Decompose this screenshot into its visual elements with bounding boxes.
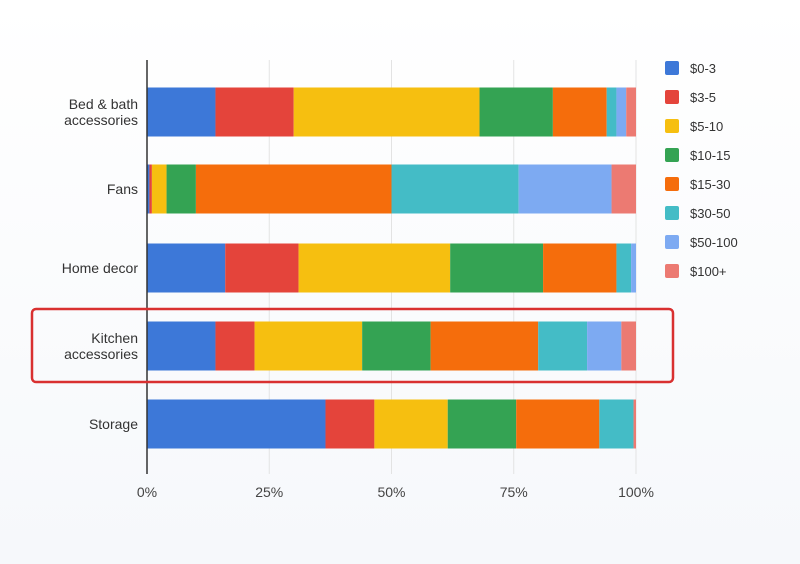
legend-swatch: [665, 235, 679, 249]
legend-swatch: [665, 264, 679, 278]
bar-segment: [616, 87, 627, 137]
legend-label: $30-50: [690, 206, 730, 221]
bar-segment: [149, 164, 152, 214]
bar-segment: [447, 399, 517, 449]
category-label: Bed & bath accessories: [64, 96, 138, 128]
bar-segment: [147, 321, 216, 371]
bar-segment: [362, 321, 431, 371]
bar-segment: [611, 164, 636, 214]
bar-segment: [450, 243, 544, 293]
bar-segment: [430, 321, 539, 371]
legend-swatch: [665, 206, 679, 220]
highlight-annotation: [30, 307, 675, 384]
bar-segment: [543, 243, 617, 293]
category-labels: Bed & bath accessories Fans Home decor Kitch…: [62, 96, 139, 432]
bar-segment: [215, 321, 255, 371]
x-tick-label: 0%: [137, 484, 157, 500]
bar-segment: [599, 399, 634, 449]
bar-segment: [631, 243, 636, 293]
bar-segment: [621, 321, 636, 371]
bar-segment: [538, 321, 588, 371]
category-label: Home decor: [62, 260, 139, 276]
bar-segment: [616, 243, 632, 293]
x-tick-label: 100%: [618, 484, 654, 500]
x-tick-label: 50%: [377, 484, 405, 500]
x-tick-label: 25%: [255, 484, 283, 500]
bar-segment: [147, 87, 216, 137]
legend-label: $50-100: [690, 235, 738, 250]
bar-segment: [587, 321, 622, 371]
highlight-box: [30, 307, 675, 384]
legend-label: $3-5: [690, 90, 716, 105]
legend-swatch: [665, 119, 679, 133]
bar-segment: [166, 164, 196, 214]
legend-swatch: [665, 61, 679, 75]
bar-segment: [293, 87, 480, 137]
bar-segment: [479, 87, 553, 137]
bar-segment: [391, 164, 519, 214]
bar-segment: [518, 164, 612, 214]
bars: [147, 87, 636, 449]
bar-segment: [147, 164, 150, 214]
legend-swatch: [665, 90, 679, 104]
bar-segment: [151, 164, 167, 214]
legend-label: $5-10: [690, 119, 723, 134]
bar-segment: [633, 399, 636, 449]
bar-segment: [254, 321, 363, 371]
x-tick-labels: 0% 25% 50% 75% 100%: [137, 484, 654, 500]
bar-segment: [325, 399, 375, 449]
bar-segment: [225, 243, 299, 293]
bar-segment: [516, 399, 600, 449]
bar-segment: [606, 87, 617, 137]
legend-label: $10-15: [690, 148, 730, 163]
bar-segment: [552, 87, 607, 137]
bar-segment: [374, 399, 448, 449]
legend-label: $100+: [690, 264, 727, 279]
bar-segment: [195, 164, 392, 214]
bar-segment: [298, 243, 451, 293]
legend-swatch: [665, 177, 679, 191]
category-label: Kitchen accessories: [64, 330, 138, 362]
bar-segment: [147, 399, 326, 449]
bar-segment: [215, 87, 294, 137]
legend-label: $15-30: [690, 177, 730, 192]
legend-label: $0-3: [690, 61, 716, 76]
category-label: Storage: [89, 416, 138, 432]
legend-swatch: [665, 148, 679, 162]
category-label: Fans: [107, 181, 138, 197]
bar-segment: [626, 87, 636, 137]
x-tick-label: 75%: [500, 484, 528, 500]
bar-segment: [147, 243, 226, 293]
legend: $0-3 $3-5 $5-10 $10-15 $15-30 $30-50 $50-100 $1…: [665, 61, 738, 279]
